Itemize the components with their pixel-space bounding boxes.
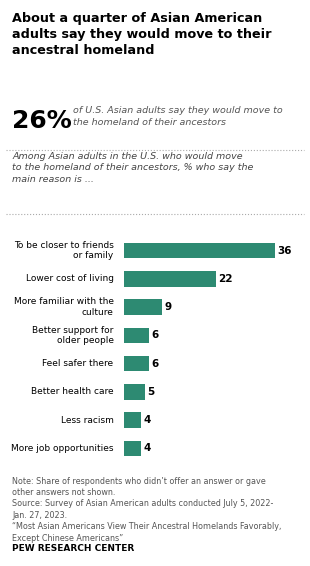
Bar: [124, 328, 149, 343]
Text: About a quarter of Asian American
adults say they would move to their
ancestral : About a quarter of Asian American adults…: [12, 12, 272, 58]
Text: 26%: 26%: [12, 109, 72, 132]
Text: 4: 4: [143, 444, 151, 453]
Text: 22: 22: [219, 274, 233, 284]
Bar: [124, 299, 162, 315]
Bar: [124, 271, 216, 286]
Bar: [124, 441, 141, 456]
Text: 6: 6: [152, 359, 159, 368]
Bar: [124, 356, 149, 371]
Text: of U.S. Asian adults say they would move to
the homeland of their ancestors: of U.S. Asian adults say they would move…: [73, 106, 283, 127]
Bar: [124, 243, 275, 258]
Text: PEW RESEARCH CENTER: PEW RESEARCH CENTER: [12, 544, 135, 554]
Bar: [124, 413, 141, 428]
Text: 5: 5: [148, 387, 155, 397]
Text: 9: 9: [164, 302, 171, 312]
Text: 6: 6: [152, 331, 159, 340]
Text: 4: 4: [143, 415, 151, 425]
Bar: [124, 384, 145, 400]
Text: Note: Share of respondents who didn’t offer an answer or gave
other answers not : Note: Share of respondents who didn’t of…: [12, 477, 282, 543]
Text: 36: 36: [277, 246, 292, 255]
Text: Among Asian adults in the U.S. who would move
to the homeland of their ancestors: Among Asian adults in the U.S. who would…: [12, 152, 254, 185]
